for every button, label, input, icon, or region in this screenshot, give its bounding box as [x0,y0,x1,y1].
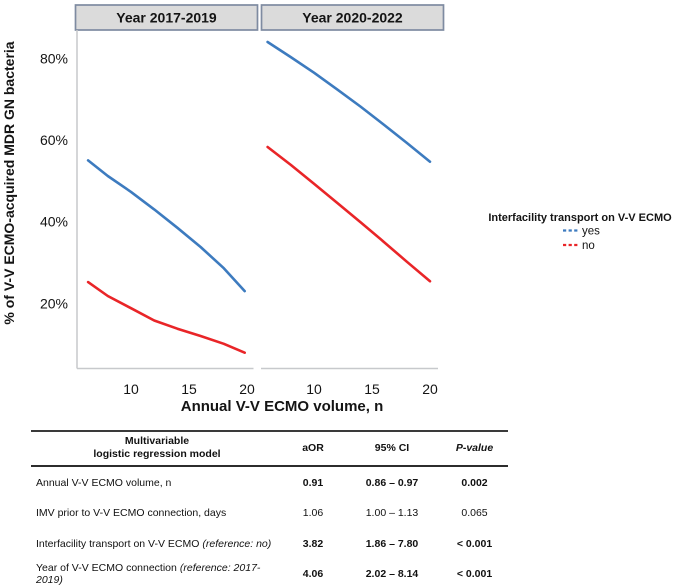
regression-table: Multivariable logistic regression model … [31,430,508,585]
column-header-ci: 95% CI [374,441,410,454]
row-label-text: Annual V-V ECMO volume, n [36,476,172,489]
row-label-reference: (reference: no) [202,537,272,550]
row-pvalue: 0.002 [461,476,488,489]
x-tick-label: 10 [123,381,139,397]
data-curves [86,40,432,354]
column-header-aor: aOR [302,441,324,454]
y-tick-labels: 20% 40% 60% 80% [40,50,68,311]
curve-no-panel-1 [266,145,432,283]
column-header-model-line2: logistic regression model [93,448,221,461]
row-label: Interfacility transport on V-V ECMO (refe… [31,538,283,550]
table-row: Annual V-V ECMO volume, n 0.91 0.86 – 0.… [31,467,508,498]
facet-strip-right-label: Year 2020-2022 [302,10,403,26]
faceted-line-chart: Year 2017-2019 Year 2020-2022 20% 40% 60% 8… [1,4,672,415]
row-label-text: IMV prior to V-V ECMO connection, days [36,507,227,519]
curve-yes-panel-0 [86,159,246,293]
y-tick-label: 20% [40,295,68,311]
row-ci-value: 2.02 – 8.14 [365,568,419,580]
row-pvalue: < 0.001 [456,568,493,580]
row-label: IMV prior to V-V ECMO connection, days [31,507,283,519]
y-tick-label: 60% [40,132,68,148]
x-tick-label: 10 [306,381,322,397]
row-label: Year of V-V ECMO connection (reference: 2… [31,562,283,585]
column-header-pvalue: P-value [455,441,494,454]
row-aor-value: 1.06 [302,507,324,519]
row-pvalue: < 0.001 [456,537,493,550]
legend-title: Interfacility transport on V-V ECMO [488,212,672,224]
row-aor-value: 0.91 [302,476,324,489]
row-aor-value: 4.06 [302,568,324,580]
curve-yes-panel-1 [266,40,432,163]
row-ci-value: 1.00 – 1.13 [365,507,419,519]
x-tick-labels: 10 15 20 10 15 20 [123,381,438,397]
row-ci-value: 0.86 – 0.97 [365,476,419,489]
row-label-reference: (reference: 2017-2019) [36,562,261,585]
legend-yes-label: yes [582,226,600,238]
legend: Interfacility transport on V-V ECMO yes … [488,212,672,252]
x-tick-label: 15 [181,381,197,397]
y-tick-label: 40% [40,214,68,230]
row-aor-value: 3.82 [302,537,324,550]
column-header-model: Multivariable logistic regression model [31,435,283,461]
row-label-text: Year of V-V ECMO connection [36,562,177,574]
y-tick-label: 80% [40,50,68,66]
legend-no-label: no [582,240,595,252]
x-axis-title: Annual V-V ECMO volume, n [181,398,384,415]
facet-strip-right [260,4,445,31]
table-row: Year of V-V ECMO connection (reference: 2… [31,559,508,585]
y-axis-title: % of V-V ECMO-acquired MDR GN bacteria [1,41,17,324]
table-row: IMV prior to V-V ECMO connection, days 1… [31,498,508,529]
table-header-row: Multivariable logistic regression model … [31,432,508,468]
x-tick-label: 15 [364,381,380,397]
row-label-text: Interfacility transport on V-V ECMO [36,537,200,550]
row-pvalue: 0.065 [461,507,488,519]
column-header-model-line1: Multivariable [124,435,190,447]
row-label: Annual V-V ECMO volume, n [31,477,283,489]
table-body: Annual V-V ECMO volume, n 0.91 0.86 – 0.… [31,467,508,585]
curve-no-panel-0 [86,280,246,354]
table-row: Interfacility transport on V-V ECMO (refe… [31,528,508,559]
x-tick-label: 20 [239,381,255,397]
x-tick-label: 20 [422,381,438,397]
row-ci-value: 1.86 – 7.80 [365,537,419,550]
facet-strip-left [74,4,259,31]
facet-strip-left-label: Year 2017-2019 [116,10,217,26]
